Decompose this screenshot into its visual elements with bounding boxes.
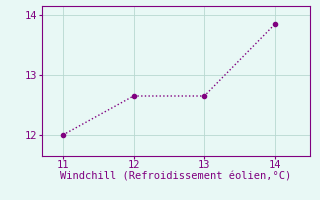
X-axis label: Windchill (Refroidissement éolien,°C): Windchill (Refroidissement éolien,°C) (60, 172, 292, 182)
